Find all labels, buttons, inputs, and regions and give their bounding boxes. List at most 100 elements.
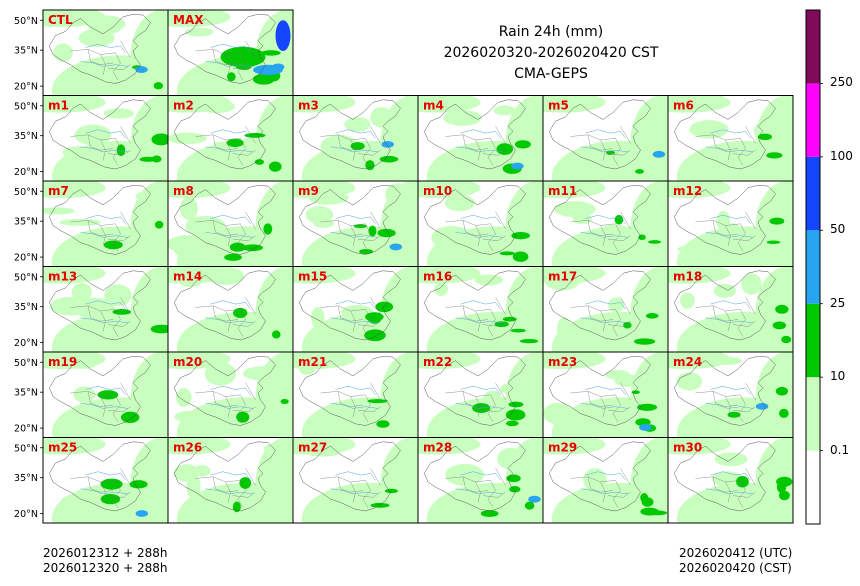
light-rain-area bbox=[188, 271, 202, 284]
province-border bbox=[100, 310, 106, 332]
light-rain-area bbox=[386, 479, 406, 499]
light-rain-area bbox=[443, 109, 482, 126]
province-border bbox=[337, 476, 364, 493]
country-border bbox=[174, 270, 276, 341]
moderate-rain-area bbox=[499, 251, 515, 256]
province-border bbox=[237, 138, 246, 166]
light-rain-area bbox=[179, 196, 198, 220]
panel-label: m15 bbox=[298, 270, 327, 284]
moderate-rain-area bbox=[280, 398, 289, 405]
moderate-rain-area bbox=[514, 140, 531, 149]
light-rain-area bbox=[755, 266, 793, 352]
province-border bbox=[482, 406, 506, 413]
init-time-utc: 2026012312 + 288h bbox=[43, 546, 168, 560]
light-rain-area bbox=[130, 10, 168, 96]
panel-label: m5 bbox=[548, 99, 569, 113]
province-border bbox=[225, 139, 231, 161]
province-border bbox=[70, 49, 116, 55]
province-border bbox=[212, 49, 239, 65]
moderate-rain-area bbox=[129, 480, 148, 489]
light-rain-area bbox=[545, 272, 580, 291]
map-panel-CTL: CTL 50°N 35°N 20°N bbox=[14, 9, 169, 96]
province-border bbox=[370, 297, 381, 315]
moderate-rain-area bbox=[244, 133, 266, 138]
province-border bbox=[737, 394, 746, 423]
province-border bbox=[112, 480, 121, 508]
precipitation-field bbox=[43, 95, 168, 181]
province-border bbox=[695, 391, 741, 397]
river bbox=[80, 232, 129, 238]
province-border bbox=[370, 468, 381, 486]
light-rain-area bbox=[475, 161, 512, 181]
river bbox=[330, 232, 379, 238]
river bbox=[460, 214, 501, 224]
light-rain-area bbox=[344, 117, 371, 132]
moderate-rain-area bbox=[384, 488, 398, 494]
light-rain-area bbox=[543, 437, 606, 455]
light-rain-area bbox=[293, 266, 356, 284]
light-rain-area bbox=[86, 15, 126, 33]
province-border bbox=[232, 321, 256, 327]
light-rain-area bbox=[52, 421, 69, 431]
province-border bbox=[570, 220, 616, 226]
light-rain-area bbox=[168, 132, 207, 145]
map-panel-m1: m1 50°N 35°N 20°N bbox=[14, 95, 169, 182]
province-border bbox=[607, 321, 631, 327]
panel-label: m29 bbox=[548, 441, 577, 455]
moderate-rain-area bbox=[496, 143, 514, 155]
river bbox=[335, 300, 376, 310]
province-border bbox=[120, 126, 131, 144]
province-border bbox=[445, 391, 491, 397]
light-rain-area bbox=[168, 10, 231, 28]
moderate-rain-area bbox=[236, 411, 250, 423]
precipitation-field bbox=[543, 437, 668, 523]
moderate-rain-area bbox=[232, 501, 241, 513]
moderate-rain-area bbox=[154, 220, 164, 229]
light-rain-area bbox=[174, 410, 210, 423]
lat-tick-label: 20°N bbox=[14, 82, 38, 93]
moderate-rain-area bbox=[271, 330, 281, 339]
light-rain-area bbox=[434, 282, 448, 297]
province-border bbox=[107, 492, 131, 498]
light-rain-area bbox=[513, 296, 539, 308]
light-rain-area bbox=[382, 312, 398, 333]
province-border bbox=[695, 305, 741, 312]
province-border bbox=[112, 223, 121, 252]
province-border bbox=[462, 134, 489, 151]
precipitation-field bbox=[668, 266, 793, 352]
panel-label: m20 bbox=[173, 355, 202, 369]
moderate-rain-area bbox=[376, 420, 390, 428]
moderate-rain-area bbox=[227, 72, 236, 82]
heavy-rain-area bbox=[253, 64, 283, 75]
province-border bbox=[737, 223, 746, 252]
figure-title: Rain 24h (mm) bbox=[498, 24, 604, 40]
province-border bbox=[495, 211, 506, 230]
river bbox=[330, 146, 379, 153]
map-panel-m25: m25 50°N 35°N 20°N bbox=[14, 437, 169, 524]
province-border bbox=[495, 382, 506, 401]
province-border bbox=[195, 49, 241, 55]
river bbox=[705, 317, 754, 324]
light-rain-area bbox=[103, 108, 135, 119]
province-border bbox=[357, 406, 381, 413]
colorbar-label: 100 bbox=[830, 148, 853, 163]
light-rain-area bbox=[308, 190, 349, 205]
moderate-rain-area bbox=[254, 159, 264, 165]
map-panel-m13: m13 50°N 35°N 20°N bbox=[14, 266, 169, 353]
moderate-rain-area bbox=[779, 408, 789, 419]
map-panel-m10: m10 bbox=[417, 180, 544, 267]
panel-label: CTL bbox=[48, 13, 73, 27]
river bbox=[205, 146, 254, 153]
moderate-rain-area bbox=[239, 477, 252, 489]
river bbox=[330, 488, 379, 495]
light-rain-area bbox=[493, 105, 516, 116]
lat-tick-label: 35°N bbox=[14, 46, 38, 57]
river bbox=[85, 43, 126, 53]
moderate-rain-area bbox=[116, 144, 126, 157]
very-heavy-rain-area bbox=[275, 20, 291, 52]
precipitation-field bbox=[668, 181, 793, 267]
province-border bbox=[245, 468, 256, 486]
panel-label: m14 bbox=[173, 270, 202, 284]
light-rain-area bbox=[320, 134, 359, 158]
lat-tick-label: 20°N bbox=[14, 424, 38, 435]
